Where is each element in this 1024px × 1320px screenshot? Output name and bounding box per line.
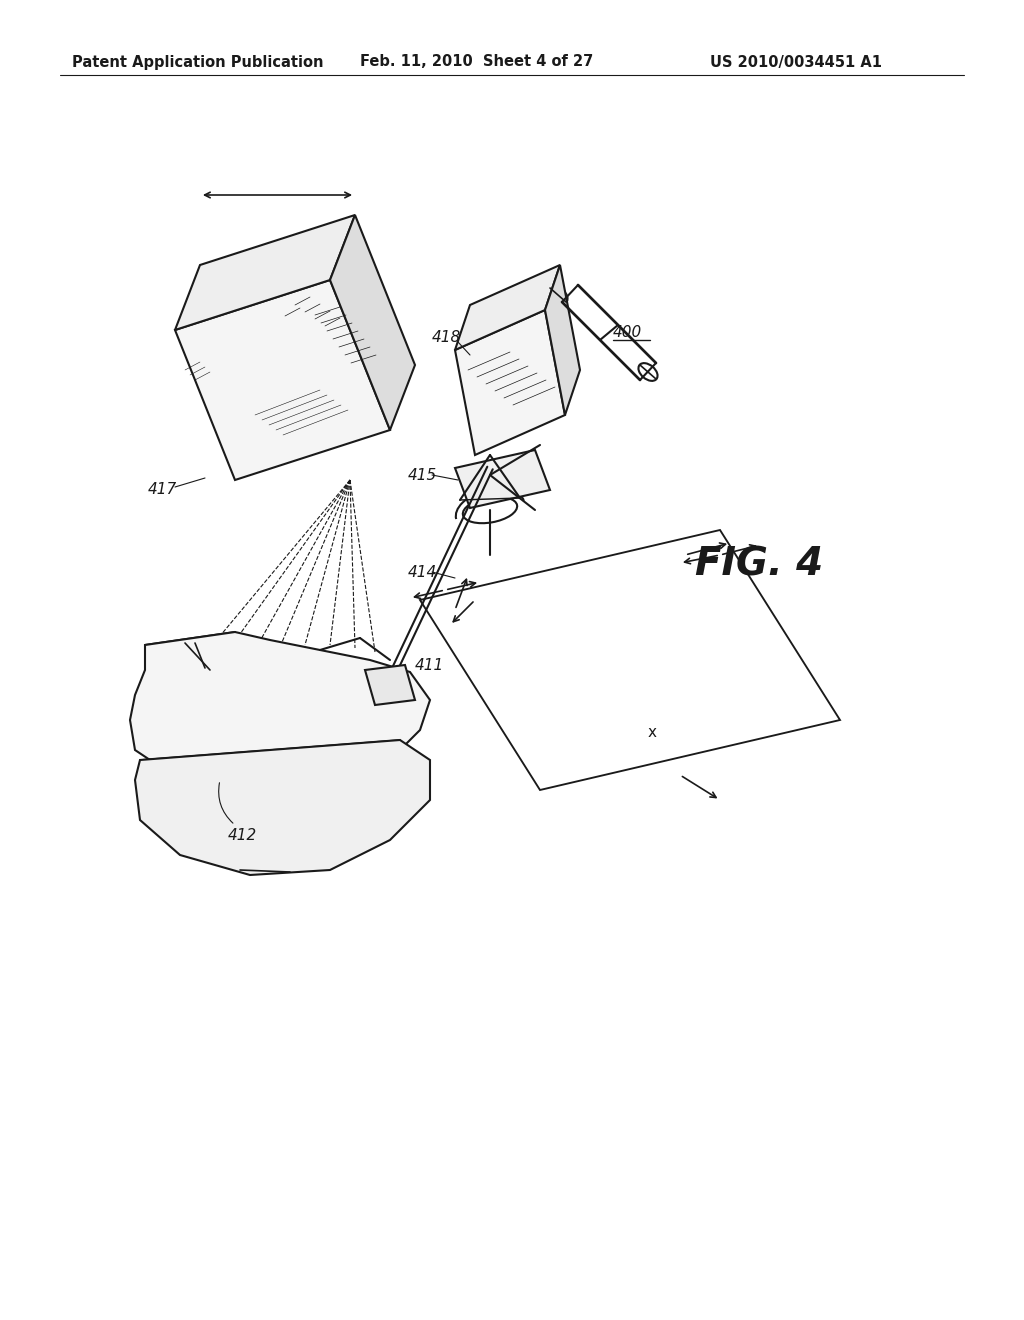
Polygon shape bbox=[455, 450, 550, 508]
Text: FIG. 4: FIG. 4 bbox=[695, 545, 823, 583]
Text: 417: 417 bbox=[148, 482, 177, 498]
Polygon shape bbox=[455, 265, 560, 350]
Text: 414: 414 bbox=[408, 565, 437, 579]
Text: 418: 418 bbox=[432, 330, 461, 345]
Polygon shape bbox=[545, 265, 580, 414]
Polygon shape bbox=[175, 280, 390, 480]
Polygon shape bbox=[330, 215, 415, 430]
Polygon shape bbox=[455, 310, 565, 455]
Text: Patent Application Publication: Patent Application Publication bbox=[72, 54, 324, 70]
Text: 411: 411 bbox=[415, 657, 444, 673]
Text: 400: 400 bbox=[613, 325, 642, 341]
Polygon shape bbox=[135, 741, 430, 875]
Text: Feb. 11, 2010  Sheet 4 of 27: Feb. 11, 2010 Sheet 4 of 27 bbox=[360, 54, 593, 70]
Polygon shape bbox=[130, 632, 430, 789]
Polygon shape bbox=[175, 215, 355, 330]
Circle shape bbox=[370, 671, 400, 700]
Text: US 2010/0034451 A1: US 2010/0034451 A1 bbox=[710, 54, 882, 70]
Text: x: x bbox=[648, 725, 657, 741]
Polygon shape bbox=[365, 665, 415, 705]
Text: 412: 412 bbox=[228, 828, 257, 843]
Text: 415: 415 bbox=[408, 469, 437, 483]
Circle shape bbox=[146, 657, 230, 742]
